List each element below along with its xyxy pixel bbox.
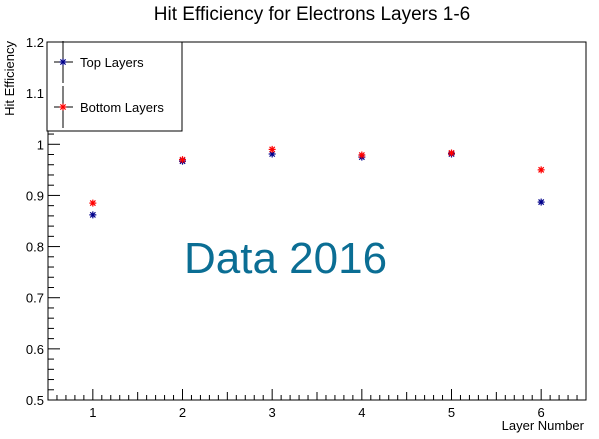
y-tick-label: 0.5 <box>26 393 44 408</box>
x-tick-label: 3 <box>269 405 276 420</box>
marker-stroke <box>89 200 96 207</box>
legend-item-top: Top Layers <box>54 41 144 83</box>
data-point-bottom-layer-4 <box>358 151 366 159</box>
marker-stroke <box>448 149 455 157</box>
legend-item-bottom: Bottom Layers <box>54 86 164 128</box>
x-tick-label: 4 <box>358 405 365 420</box>
data-point-top-layer-6 <box>537 198 545 206</box>
marker-stroke <box>538 199 545 206</box>
data-point-bottom-layer-1 <box>89 199 97 207</box>
y-tick-label: 0.8 <box>26 240 44 255</box>
point-marker <box>537 166 545 174</box>
marker-stroke <box>59 58 67 66</box>
y-tick-label: 0.7 <box>26 291 44 306</box>
y-tick-label: 1 <box>37 137 44 152</box>
y-axis-label: Hit Efficiency <box>2 41 17 116</box>
marker-stroke <box>538 166 545 173</box>
marker-stroke <box>269 146 276 153</box>
x-tick-label: 6 <box>538 405 545 420</box>
x-axis-label: Layer Number <box>502 418 585 433</box>
point-marker <box>537 198 545 206</box>
x-tick-label: 5 <box>448 405 455 420</box>
data-annotation: Data 2016 <box>184 234 387 283</box>
point-marker <box>89 211 97 219</box>
x-tick-label: 1 <box>89 405 96 420</box>
data-point-bottom-layer-3 <box>268 145 276 153</box>
y-tick-label: 1.2 <box>26 35 44 50</box>
legend-box <box>46 41 183 132</box>
legend-label: Bottom Layers <box>80 100 164 115</box>
point-marker <box>268 145 276 153</box>
data-point-bottom-layer-2 <box>179 156 186 164</box>
axes: 0.5 0.6 0.7 0.8 0.9 1 1.1 1.2 1 2 3 4 5 6 <box>26 35 587 420</box>
point-marker <box>179 156 186 164</box>
marker-stroke <box>269 150 276 158</box>
legend-marker <box>59 58 67 66</box>
y-tick-label: 0.9 <box>26 188 44 203</box>
point-marker <box>358 151 366 159</box>
marker-stroke <box>59 103 67 111</box>
point-marker <box>89 199 97 207</box>
data-point-bottom-layer-6 <box>537 166 545 174</box>
data-point-top-layer-1 <box>89 211 97 219</box>
marker-stroke <box>179 156 186 163</box>
chart-title: Hit Efficiency for Electrons Layers 1-6 <box>154 4 470 25</box>
marker-stroke <box>358 151 365 159</box>
marker-stroke <box>89 211 96 218</box>
legend: Top Layers Bottom Layers <box>46 41 183 132</box>
legend-marker <box>59 103 67 111</box>
point-marker <box>448 149 455 157</box>
x-tick-label: 2 <box>179 405 186 420</box>
data-point-bottom-layer-5 <box>448 149 455 157</box>
data-points <box>89 145 545 219</box>
legend-label: Top Layers <box>80 55 144 70</box>
y-tick-label: 1.1 <box>26 86 44 101</box>
y-tick-label: 0.6 <box>26 342 44 357</box>
